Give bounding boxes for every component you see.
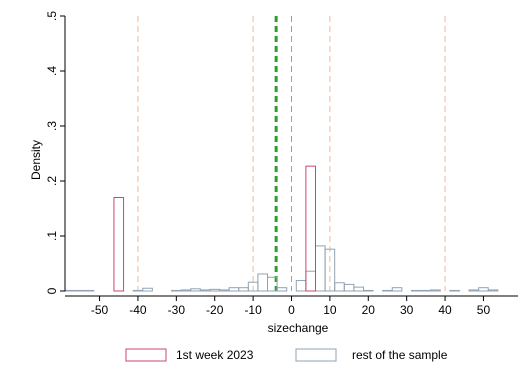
bar-rest-of-sample-23 <box>382 289 393 292</box>
bar-rest-of-sample-27 <box>430 289 441 292</box>
bar-rest-of-sample-21 <box>353 286 364 292</box>
bar-rest-of-sample-13 <box>267 276 278 292</box>
bar-1st-week-1 <box>305 165 316 292</box>
x-tick-label-40: 40 <box>438 303 452 317</box>
bar-rest-of-sample-31 <box>487 289 499 292</box>
bar-rest-of-sample-22 <box>362 289 374 292</box>
bar-rest-of-sample-26 <box>420 289 432 292</box>
x-tick-label-30: 30 <box>400 303 414 317</box>
x-tick-label-neg40: -40 <box>129 303 147 317</box>
x-axis-label: sizechange <box>268 321 329 335</box>
x-tick-label-10: 10 <box>323 303 337 317</box>
tick-labels: -50 -40 -30 -20 -10 0 10 20 30 40 50 0 .1 .2 .3 .4 .5 <box>45 11 490 317</box>
y-tick-label-0: 0 <box>45 287 59 294</box>
axes <box>60 15 518 301</box>
y-tick-label-1: .1 <box>45 231 59 241</box>
y-axis-label: Density <box>29 140 43 180</box>
x-tick-label-neg20: -20 <box>206 303 224 317</box>
bars <box>64 165 499 292</box>
bar-rest-of-sample-2 <box>142 287 153 292</box>
legend-label-1st-week: 1st week 2023 <box>176 348 254 362</box>
y-tick-label-2: .2 <box>45 176 59 186</box>
legend-label-rest: rest of the sample <box>352 348 448 362</box>
x-tick-label-neg10: -10 <box>244 303 262 317</box>
bar-rest-of-sample-24 <box>391 287 403 292</box>
bar-rest-of-sample-30 <box>478 287 489 292</box>
bar-rest-of-sample-1 <box>132 289 144 292</box>
y-tick-label-3: .3 <box>45 121 59 131</box>
reference-lines <box>137 16 446 291</box>
bar-rest-of-sample-18 <box>324 248 336 292</box>
x-tick-label-20: 20 <box>362 303 376 317</box>
bar-rest-of-sample-0 <box>64 289 95 292</box>
x-tick-label-50: 50 <box>477 303 491 317</box>
bar-rest-of-sample-25 <box>410 289 422 292</box>
y-tick-label-5: .5 <box>45 11 59 21</box>
legend-swatch-1st-week <box>125 348 167 362</box>
bar-rest-of-sample-3 <box>171 289 182 292</box>
legend: 1st week 2023 rest of the sample <box>125 348 448 362</box>
bar-1st-week-0 <box>113 197 125 292</box>
legend-swatch-rest <box>295 348 337 362</box>
bar-rest-of-sample-28 <box>449 289 460 292</box>
x-tick-label-neg50: -50 <box>91 303 109 317</box>
x-tick-label-neg30: -30 <box>168 303 186 317</box>
bar-rest-of-sample-14 <box>276 287 288 292</box>
x-tick-label-0: 0 <box>288 303 295 317</box>
y-tick-label-4: .4 <box>45 66 59 76</box>
